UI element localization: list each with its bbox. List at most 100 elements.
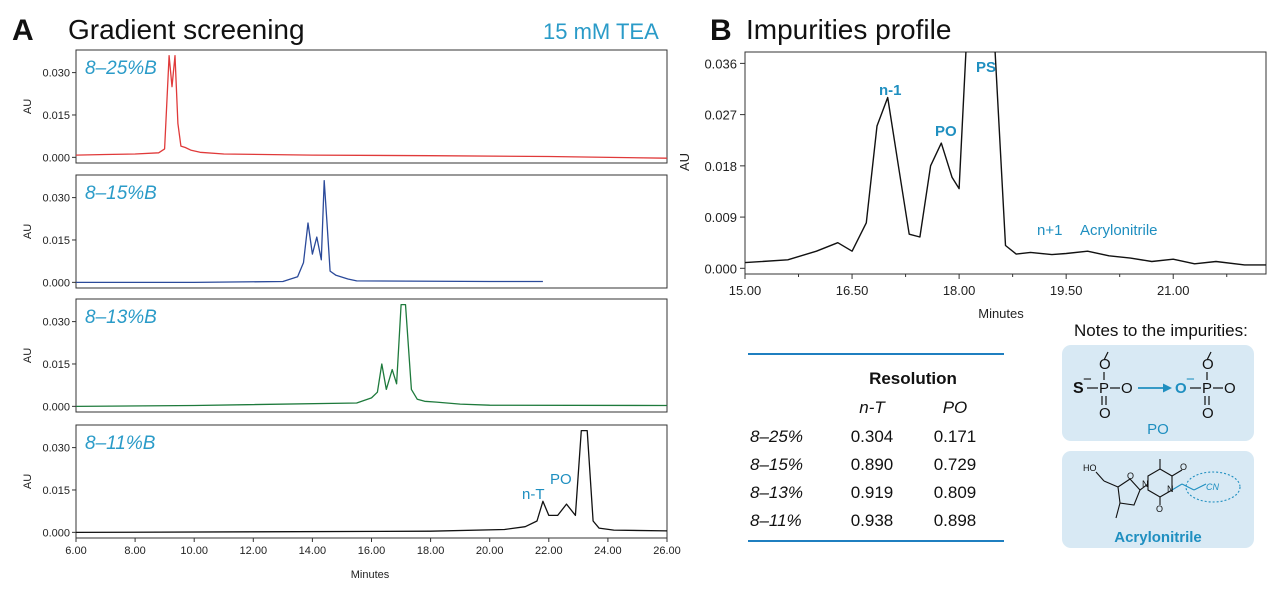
b-xtick-label: 21.00 [1157,283,1190,298]
a-ytick-label: 0.015 [42,235,70,247]
table-row-gradient: 8–15% [750,455,803,474]
a-ytick-label: 0.030 [42,193,70,205]
chem-s: S [1073,380,1084,397]
a-xtick-label: 10.00 [180,545,208,557]
chem-o-3: O [1099,405,1111,422]
chem-cn: CN [1206,482,1219,492]
chem-o-6: O [1202,405,1214,422]
b-ytick-label: 0.018 [704,159,737,174]
chem-minus-1: − [1083,371,1092,388]
panel-b-frame [744,51,1267,275]
peak-label-n-plus-1: n+1 [1037,222,1062,239]
annotation-nt: n-T [522,486,545,503]
a-xtick-label: 24.00 [594,545,622,557]
chem-o-blue: O [1175,380,1187,397]
table-body: 8–25% 0.304 0.171 8–15% 0.890 0.729 8–13% 0.919… [750,427,976,530]
gradient-label-4: 8–11%B [85,433,156,454]
chem-p-2: P [1202,380,1212,397]
table-col-nt: n-T [859,398,886,417]
a-ytick-label: 0.000 [42,527,70,539]
chem-o-7: O [1156,504,1163,514]
table-cell-nt: 0.304 [851,427,894,446]
a-xtick-label: 8.00 [124,545,145,557]
a-ytick-label: 0.030 [42,317,70,329]
panel-a-condition: 15 mM TEA [543,19,659,44]
peak-label-n-1: n-1 [879,82,902,99]
a-ytick-label: 0.030 [42,68,70,80]
a-ylabel: AU [22,99,34,114]
gradient-label-2: 8–15%B [85,183,157,204]
b-xtick-label: 15.00 [729,283,762,298]
chem-o-9: O [1127,471,1134,481]
panel-b-chart: 0.000 0.009 0.018 0.027 0.036 15.00 16.50 18.00… [704,51,1267,298]
table-title: Resolution [869,369,957,388]
subplot-frame-2 [75,174,668,289]
table-cell-po: 0.729 [934,455,977,474]
note-box-acrylonitrile [1062,451,1254,548]
table-cell-nt: 0.919 [851,483,894,502]
panel-a-chart: 0.000 0.015 0.030 AU 8–25%B 0.000 0.015 0.030 AU… [22,49,681,557]
a-xtick-label: 22.00 [535,545,563,557]
b-xtick-label: 18.00 [943,283,976,298]
a-ytick-label: 0.015 [42,110,70,122]
a-ytick-label: 0.000 [42,152,70,164]
chem-n-2: N [1167,484,1174,494]
panel-a-title: Gradient screening [68,14,305,45]
a-xtick-label: 6.00 [65,545,86,557]
note-box-po-caption: PO [1147,421,1169,438]
a-ylabel: AU [22,348,34,363]
a-xtick-label: 16.00 [358,545,386,557]
chem-p-1: P [1099,380,1109,397]
annotation-po: PO [550,471,572,488]
a-xtick-label: 18.00 [417,545,445,557]
table-col-po: PO [943,398,968,417]
chem-minus-2: − [1186,371,1195,388]
a-ytick-label: 0.015 [42,485,70,497]
table-row-gradient: 8–25% [750,427,803,446]
panel-b-letter: B [710,14,732,47]
table-cell-po: 0.898 [934,511,977,530]
table-cell-po: 0.809 [934,483,977,502]
a-xtick-label: 14.00 [299,545,327,557]
trace-1 [76,55,667,159]
subplot-frame-1 [75,49,668,164]
b-ytick-label: 0.000 [704,261,737,276]
trace-4 [76,429,667,534]
note-box-acrylonitrile-caption: Acrylonitrile [1114,529,1202,546]
a-ylabel: AU [22,474,34,489]
table-row-gradient: 8–13% [750,483,803,502]
chem-ho: HO [1083,463,1097,473]
a-xtick-label: 26.00 [653,545,681,557]
a-ytick-label: 0.015 [42,359,70,371]
subplot-frame-3 [75,298,668,413]
b-ytick-label: 0.036 [704,56,737,71]
a-ytick-label: 0.030 [42,443,70,455]
acrylonitrile-structure [1095,459,1241,519]
peak-label-ps: PS [976,59,996,76]
table-cell-po: 0.171 [934,427,977,446]
a-xtick-label: 12.00 [240,545,268,557]
chem-n-1: N [1142,479,1149,489]
note-box-po [1062,345,1254,441]
ps-to-po-structure: S − P O O O O − P O O O [1073,351,1236,422]
gradient-label-1: 8–25%B [85,58,157,79]
b-ytick-label: 0.027 [704,108,737,123]
gradient-label-3: 8–13%B [85,307,157,328]
peak-label-po: PO [935,123,957,140]
trace-3 [76,303,667,408]
b-xtick-label: 19.50 [1050,283,1083,298]
chem-o-4: O [1224,380,1236,397]
peak-label-acrylonitrile: Acrylonitrile [1080,222,1158,239]
table-cell-nt: 0.890 [851,455,894,474]
b-ytick-label: 0.009 [704,210,737,225]
panel-b-xlabel: Minutes [978,306,1024,321]
table-row-gradient: 8–11% [750,511,802,530]
b-xtick-label: 16.50 [836,283,869,298]
chem-o-2: O [1099,356,1111,373]
table-cell-nt: 0.938 [851,511,894,530]
panel-a-xlabel: Minutes [351,569,390,581]
notes-title: Notes to the impurities: [1074,321,1248,340]
panel-b-ylabel: AU [677,153,692,171]
a-ytick-label: 0.000 [42,401,70,413]
